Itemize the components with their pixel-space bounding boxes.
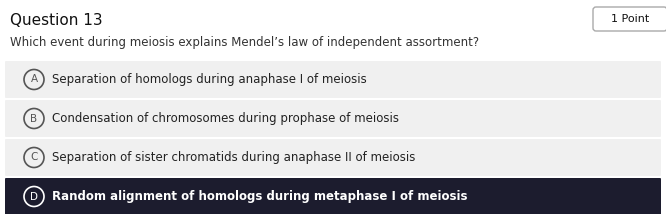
Text: C: C [31, 153, 38, 162]
Text: A: A [31, 74, 37, 85]
Text: Separation of sister chromatids during anaphase II of meiosis: Separation of sister chromatids during a… [52, 151, 416, 164]
Text: 1 Point: 1 Point [611, 14, 649, 24]
FancyBboxPatch shape [5, 178, 661, 214]
Text: Which event during meiosis explains Mendel’s law of independent assortment?: Which event during meiosis explains Mend… [10, 36, 479, 49]
Text: Random alignment of homologs during metaphase I of meiosis: Random alignment of homologs during meta… [52, 190, 468, 203]
FancyBboxPatch shape [5, 61, 661, 98]
Text: Separation of homologs during anaphase I of meiosis: Separation of homologs during anaphase I… [52, 73, 367, 86]
Text: Condensation of chromosomes during prophase of meiosis: Condensation of chromosomes during proph… [52, 112, 399, 125]
Text: Question 13: Question 13 [10, 13, 103, 28]
FancyBboxPatch shape [593, 7, 666, 31]
Text: D: D [30, 192, 38, 202]
FancyBboxPatch shape [5, 100, 661, 137]
Text: B: B [31, 113, 37, 123]
FancyBboxPatch shape [5, 139, 661, 176]
